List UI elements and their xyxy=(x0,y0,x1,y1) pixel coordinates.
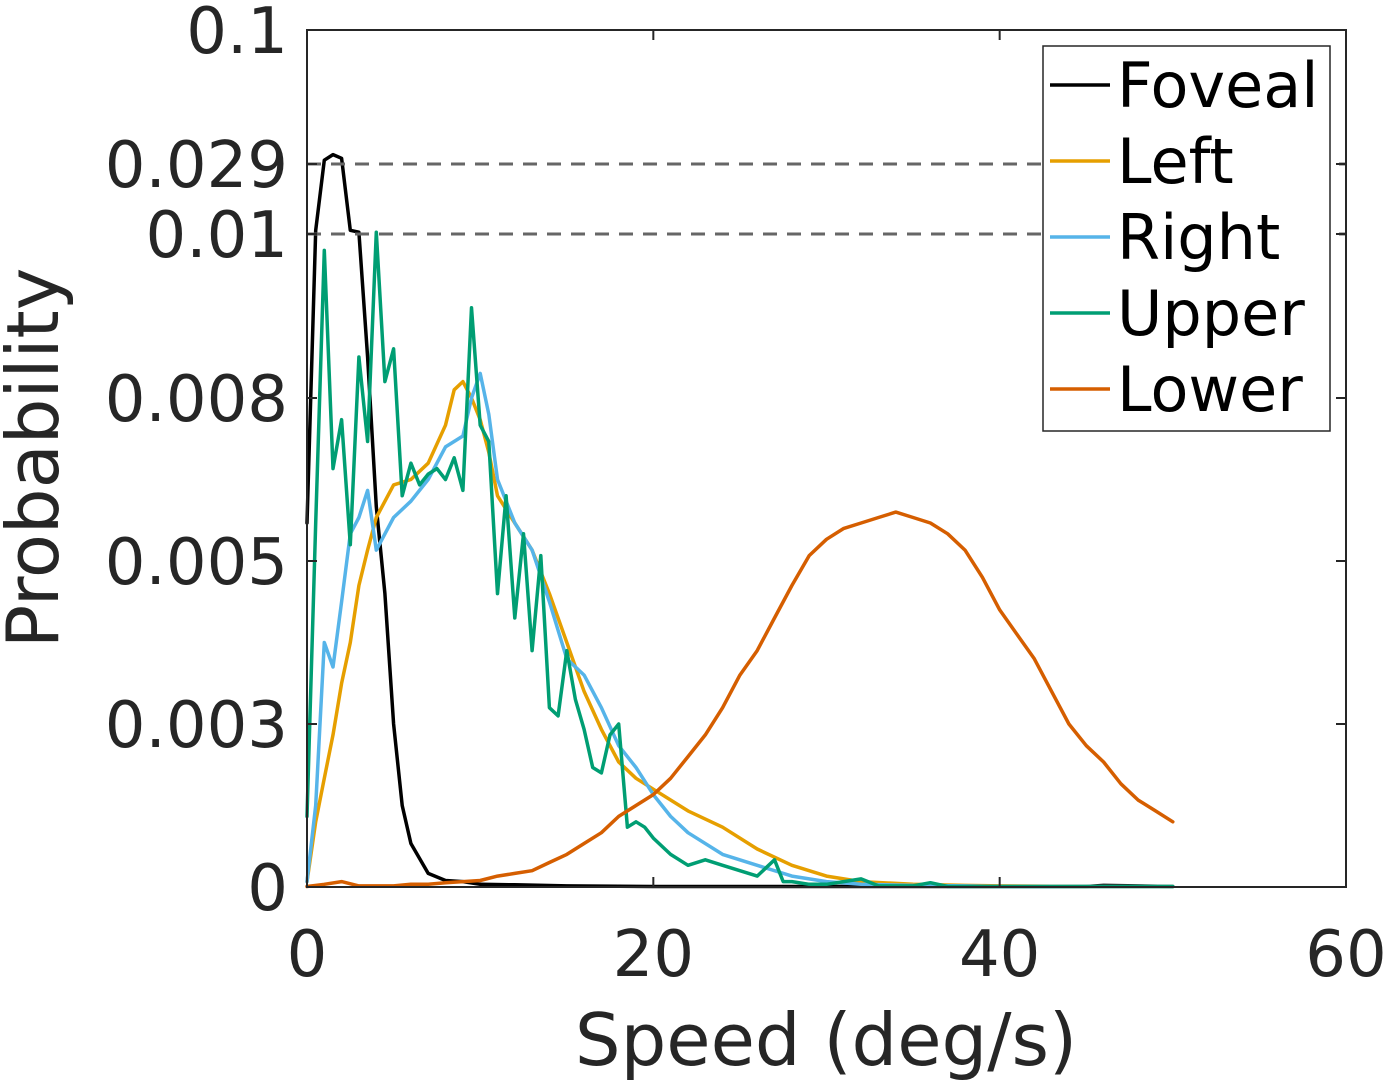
axis-tick-labels: 0 20 40 60 0 0.003 0.005 0.008 0.010.029 0.1 xyxy=(105,0,1387,992)
legend-label-upper: Upper xyxy=(1117,277,1305,350)
y-tick-label-0-008: 0.008 xyxy=(105,363,288,437)
series-line-upper xyxy=(305,230,1175,889)
legend-label-left: Left xyxy=(1117,125,1234,198)
legend-label-lower: Lower xyxy=(1117,353,1303,426)
y-tick-label-0: 0 xyxy=(247,852,288,926)
plot-area-frame xyxy=(306,29,1347,888)
y-tick-label-0-003: 0.003 xyxy=(105,689,288,763)
y-axis-title: Probability xyxy=(0,268,75,649)
series-line-lower xyxy=(305,510,1175,889)
y-tick-label-0-005: 0.005 xyxy=(105,526,288,600)
series-line-right xyxy=(305,371,1175,889)
x-tick-label-0: 0 xyxy=(287,918,328,992)
legend-label-foveal: Foveal xyxy=(1117,49,1318,122)
axis-ticks xyxy=(306,29,1347,888)
y-tick-label-0-01: 0.01 xyxy=(146,199,289,273)
x-axis-title: Speed (deg/s) xyxy=(575,998,1077,1082)
x-tick-label-20: 20 xyxy=(613,918,694,992)
y-tick-label-0-029: 0.029 xyxy=(105,129,288,203)
legend-label-right: Right xyxy=(1117,201,1280,274)
x-tick-label-60: 60 xyxy=(1305,918,1386,992)
y-tick-label-0-1: 0.1 xyxy=(186,0,288,69)
x-tick-label-40: 40 xyxy=(959,918,1040,992)
